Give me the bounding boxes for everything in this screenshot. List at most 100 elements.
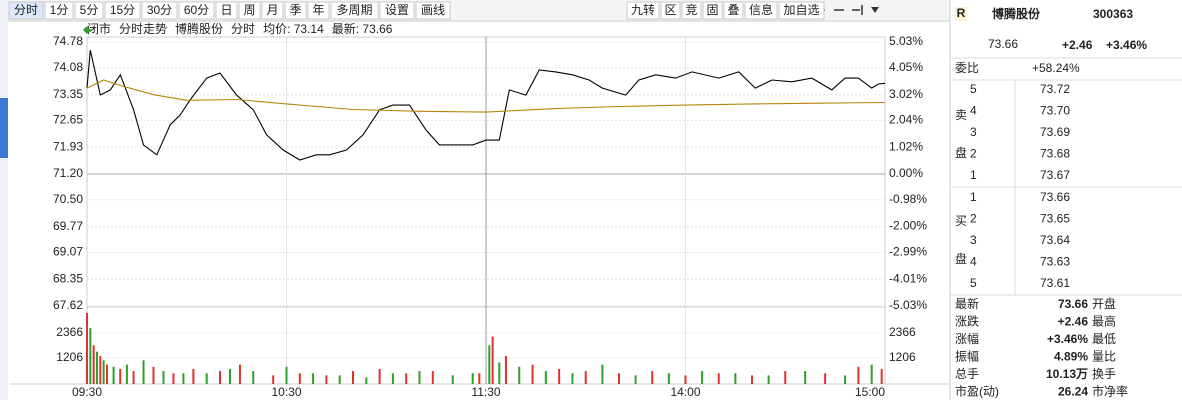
toolbar-button[interactable] [330,1,379,20]
y-tick-label: 72.65 [53,113,83,127]
toolbar-button-label[interactable]: 年 [312,3,324,17]
toolbar-button-label[interactable]: 设置 [385,3,409,17]
toolbar-button-label[interactable]: 画线 [421,3,445,17]
toolbar-button-label[interactable]: 5分 [80,3,99,17]
stat-label: 涨跌 [955,314,979,329]
y2-tick-label: 0.00% [889,166,923,180]
chart-header: 最新: 73.66 [332,21,393,36]
stat-label: 换手 [1092,367,1116,381]
volume-bar [192,368,195,384]
volume-bar [471,373,474,384]
level: 2 [970,147,977,161]
volume-bar [95,351,98,384]
toolbar-button-label[interactable]: 加自选 [783,3,819,17]
volume-bar [252,371,255,384]
toolbar-button-label[interactable]: 月 [266,3,278,17]
toolbar-button[interactable] [660,1,681,20]
volume-bar [717,373,720,384]
level: 3 [970,125,977,139]
toolbar-button-label[interactable]: 多周期 [336,3,372,17]
volume-bar [172,373,175,384]
toolbar-button-label[interactable]: 周 [243,3,255,17]
volume-bar [684,375,687,384]
y-tick-label: 2366 [56,325,83,339]
y2-tick-label: -2.99% [889,245,927,259]
toolbar-button[interactable] [379,1,415,20]
y2-tick-label: 2366 [889,325,916,339]
volume-bar [518,366,521,384]
toolbar-button-label[interactable]: 叠 [727,3,739,17]
weibi: +58.24% [1032,61,1080,75]
toolbar-button[interactable] [74,1,104,20]
toolbar-button[interactable] [178,1,215,20]
toolbar-button-label[interactable]: 九转 [631,2,655,17]
volume-bar [352,371,354,384]
volume-bar [544,371,547,384]
toolbar-button-label[interactable]: 竞 [685,3,697,17]
toolbar-button-label[interactable]: 区 [664,3,676,17]
volume-bar [119,368,122,384]
toolbar-button[interactable] [415,1,451,20]
toolbar-button[interactable] [141,1,178,20]
toolbar-button-label[interactable]: 分时 [14,3,38,17]
y-tick-label: 67.62 [53,298,83,312]
volume-bar [880,368,883,384]
volume-bar [751,375,753,384]
y-tick-label: 73.35 [53,87,83,101]
toolbar-button[interactable] [626,1,660,20]
y-tick-label: 69.07 [53,245,83,259]
toolbar-button[interactable] [104,1,141,20]
toolbar-button[interactable] [681,1,702,20]
toolbar-button-label[interactable]: 1分 [50,3,69,17]
stat-value: 4.89% [1054,350,1088,364]
sell-price: 73.70 [1040,104,1070,118]
buy-price: 73.63 [1040,255,1070,269]
volume-bar [378,368,381,384]
volume-bar [162,371,165,384]
stat-label: 市盈(动) [955,384,999,399]
x-tick-label: 15:00 [855,385,885,399]
toolbar-button[interactable] [8,1,44,20]
toolbar-button-label[interactable]: 日 [220,3,232,17]
volume-bar [784,371,787,384]
toolbar-button[interactable] [261,1,284,20]
sell-price: 73.69 [1040,125,1070,139]
toolbar-button-label[interactable]: 季 [289,3,301,17]
toolbar-button[interactable] [44,1,74,20]
toolbar-button[interactable] [215,1,238,20]
stat-label: 市净率 [1092,384,1128,399]
toolbar-button-label[interactable]: 信息 [749,2,773,17]
toolbar-button[interactable] [238,1,261,20]
y2-tick-label: 1.02% [889,139,923,153]
toolbar-button-label[interactable]: 15分 [110,3,135,17]
toolbar-button-label[interactable]: 30分 [147,3,172,17]
toolbar-button[interactable] [307,1,330,20]
volume-bar [365,377,368,384]
chart-header: 均价: 73.14 [263,22,324,36]
volume-bar [431,371,434,384]
toolbar-button-label[interactable]: 固 [706,3,718,17]
sell-price: 73.67 [1040,168,1070,182]
stat-label: 涨幅 [955,331,979,346]
badge: R [957,6,966,20]
toolbar-button[interactable] [723,1,744,20]
buy-price: 73.65 [1040,212,1070,226]
y-tick-label: 74.78 [53,34,83,48]
volume-bar [405,373,408,384]
y2-tick-label: 5.03% [889,34,923,48]
toolbar-button[interactable] [778,1,825,20]
y2-tick-label: -4.01% [889,271,927,285]
volume-bar [418,371,421,384]
toolbar-button[interactable] [284,1,307,20]
toolbar-button[interactable] [702,1,723,20]
level: 3 [970,233,977,247]
volume-bar [112,366,115,384]
toolbar-button[interactable] [744,1,778,20]
stat-label: 量比 [1092,350,1116,364]
toolbar-button-label[interactable]: 60分 [184,3,209,17]
sell-price: 73.72 [1040,82,1070,96]
level: 1 [970,168,977,182]
volume-bar [701,371,704,384]
stat-label: 最低 [1092,332,1116,346]
